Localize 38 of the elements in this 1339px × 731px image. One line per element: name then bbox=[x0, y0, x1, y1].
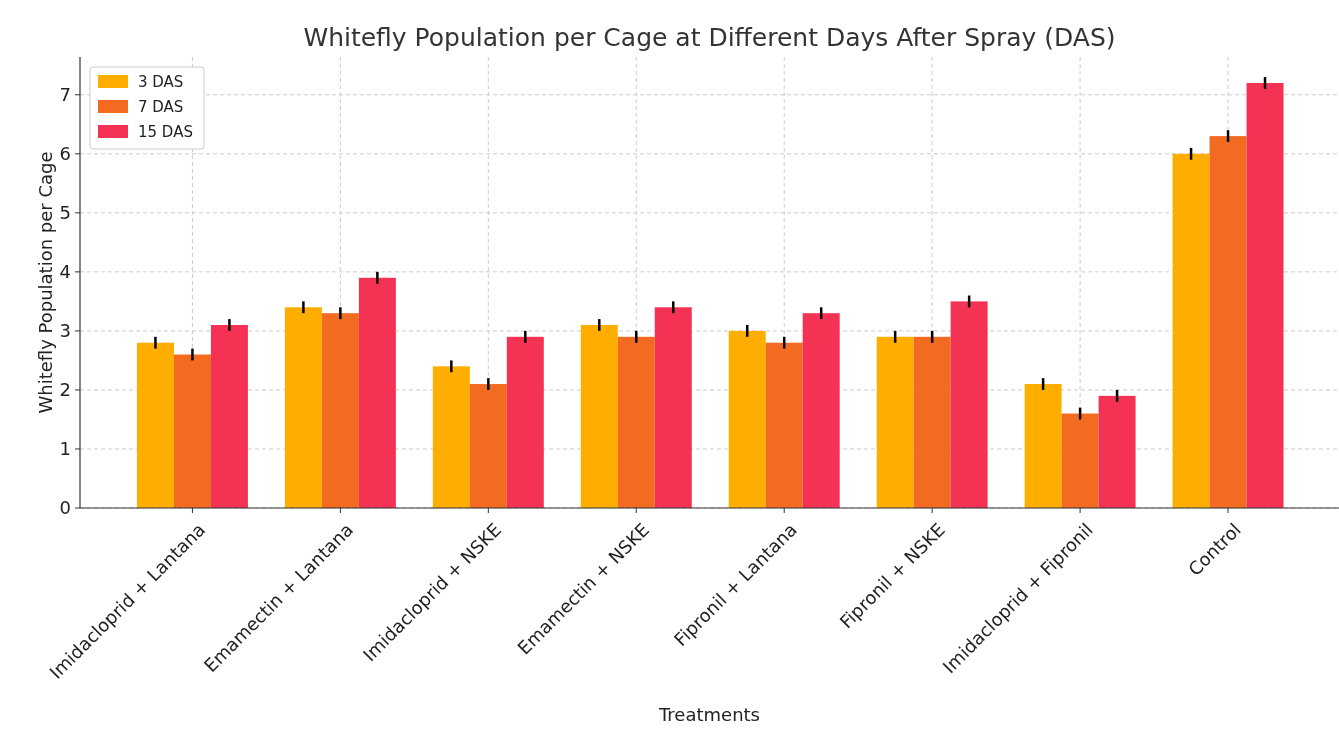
bar bbox=[1024, 384, 1062, 508]
y-tick-label: 5 bbox=[59, 202, 71, 224]
y-tick-label: 3 bbox=[59, 320, 71, 342]
bar bbox=[1246, 82, 1284, 508]
chart-title: Whitefly Population per Cage at Different Days After Spray (DAS) bbox=[303, 23, 1116, 52]
y-tick-label: 4 bbox=[59, 261, 71, 283]
y-tick-label: 0 bbox=[59, 497, 71, 519]
bar bbox=[654, 307, 692, 508]
bar bbox=[765, 342, 803, 508]
y-tick-label: 1 bbox=[59, 438, 71, 460]
bar bbox=[1172, 153, 1210, 508]
bar bbox=[913, 336, 951, 508]
bar bbox=[580, 325, 618, 508]
y-axis-title: Whitefly Population per Cage bbox=[35, 151, 56, 414]
y-tick-label: 6 bbox=[59, 143, 71, 165]
bar bbox=[728, 330, 766, 508]
bar bbox=[506, 336, 544, 508]
bar bbox=[210, 325, 248, 508]
bar bbox=[432, 366, 470, 508]
x-axis-title: Treatments bbox=[658, 704, 760, 725]
y-tick-label: 2 bbox=[59, 379, 71, 401]
legend-label: 3 DAS bbox=[138, 73, 184, 92]
bar bbox=[136, 342, 174, 508]
bar bbox=[1061, 413, 1099, 508]
bar bbox=[173, 354, 211, 508]
bar bbox=[617, 336, 655, 508]
bar bbox=[321, 313, 359, 508]
bar bbox=[358, 277, 396, 508]
bar bbox=[802, 313, 840, 508]
bar bbox=[284, 307, 322, 508]
bar bbox=[1098, 395, 1136, 508]
y-tick-label: 7 bbox=[59, 84, 71, 106]
legend-label: 15 DAS bbox=[138, 123, 193, 142]
bar bbox=[1209, 136, 1247, 508]
legend-label: 7 DAS bbox=[138, 98, 184, 117]
bar bbox=[950, 301, 988, 508]
bar bbox=[876, 336, 914, 508]
bar bbox=[469, 384, 507, 508]
